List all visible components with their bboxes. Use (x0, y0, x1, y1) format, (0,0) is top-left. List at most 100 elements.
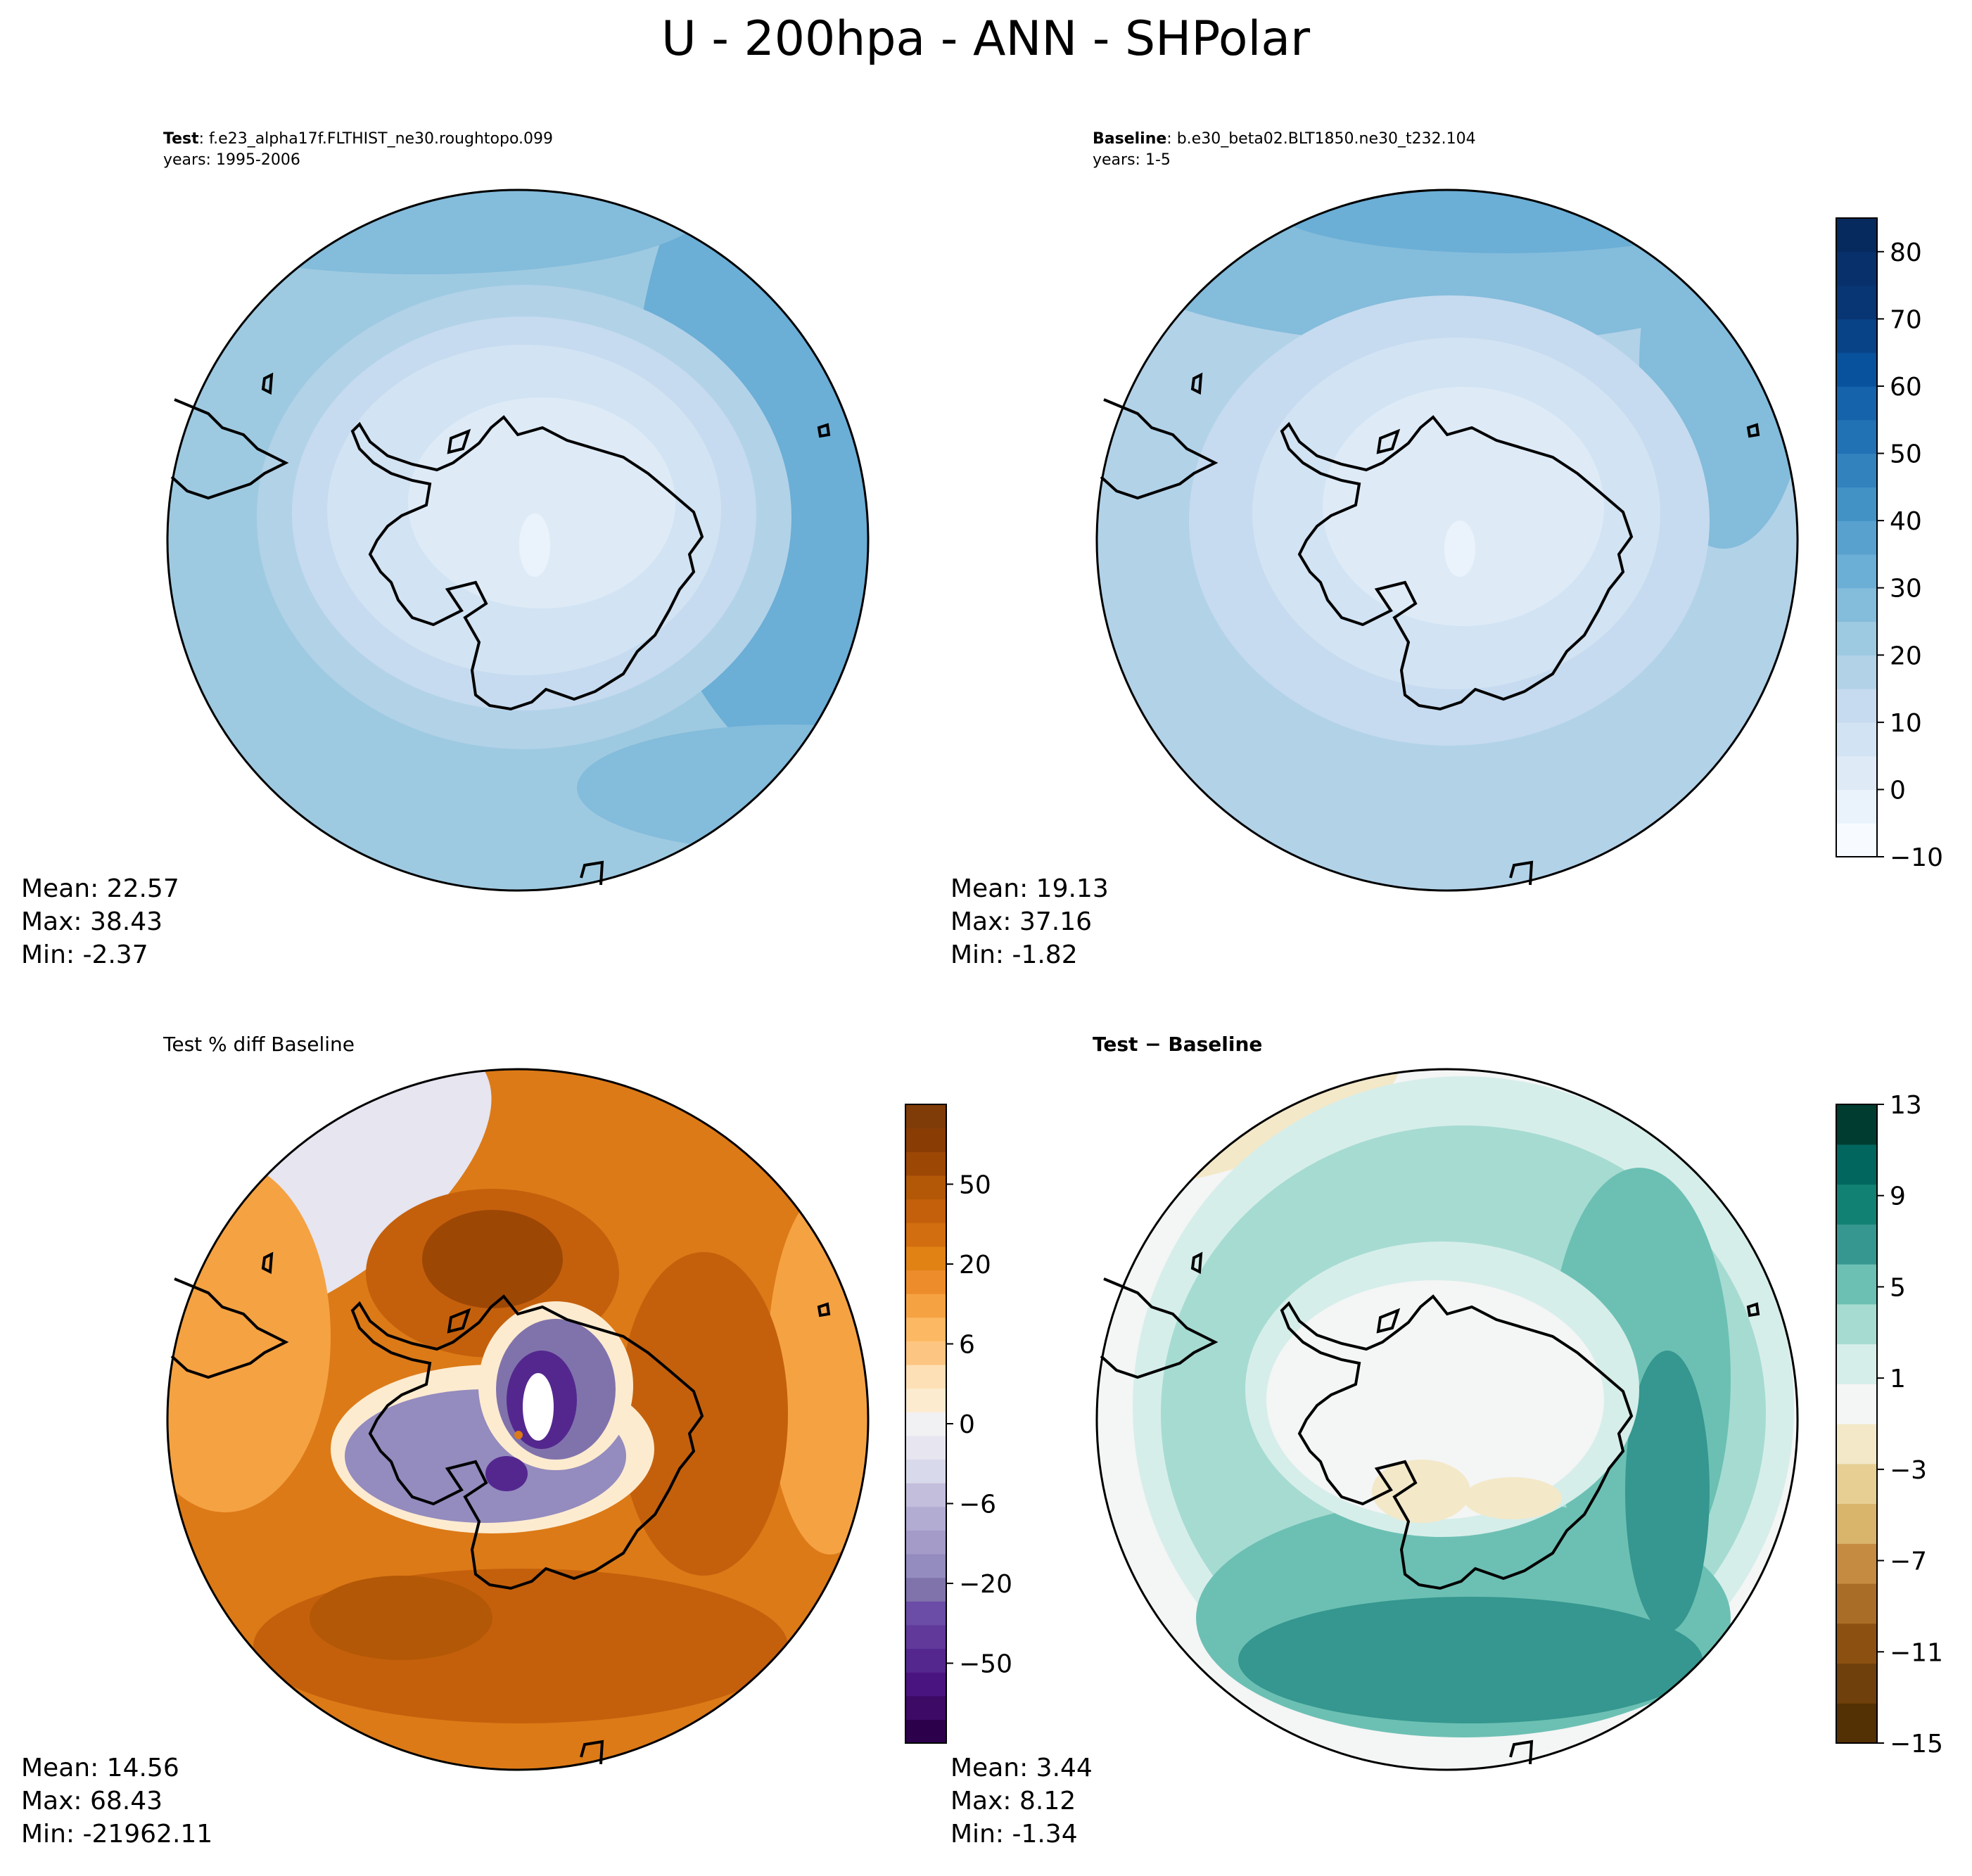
colorbar-pct-diff-tick-label: 20 (959, 1251, 991, 1280)
colorbar-pct-diff-tick-label: −50 (959, 1650, 1012, 1679)
panel-baseline-label-bold: Baseline (1093, 130, 1166, 148)
colorbar-pct-diff-level (905, 1246, 946, 1271)
colorbar-u-blocks (1836, 218, 1877, 857)
colorbar-u-level (1836, 251, 1877, 286)
colorbar-pct-diff-level (905, 1388, 946, 1412)
colorbar-abs-diff-level (1836, 1623, 1877, 1664)
colorbar-u-tick-label: 30 (1890, 575, 1922, 604)
panel-abs-diff-max: Max: 8.12 (950, 1787, 1076, 1816)
panel-baseline-min: Min: -1.82 (950, 940, 1078, 969)
colorbar-abs-diff-level (1836, 1264, 1877, 1305)
panel-abs-diff-title: Test − Baseline (1093, 1033, 1262, 1056)
panel-abs-diff-mean: Mean: 3.44 (950, 1754, 1093, 1782)
colorbar-u-level (1836, 385, 1877, 421)
colorbar-abs-diff-level (1836, 1703, 1877, 1744)
colorbar-u-tick-label: 70 (1890, 305, 1922, 334)
colorbar-u-tick-label: 0 (1890, 776, 1906, 805)
colorbar-abs-diff-level (1836, 1543, 1877, 1584)
colorbar-abs-diff-blocks (1836, 1104, 1877, 1744)
colorbar-abs-diff-tick-label: −3 (1890, 1456, 1927, 1485)
colorbar-abs-diff-frame (1836, 1104, 1878, 1744)
colorbar-abs-diff: −15 −11 −7 −3 1 5 9 13 (1836, 1091, 1943, 1759)
colorbar-u-level (1836, 655, 1877, 689)
panel-test-years: years: 1995-2006 (163, 151, 300, 169)
panel-baseline-mean: Mean: 19.13 (950, 874, 1109, 903)
panel-baseline-max: Max: 37.16 (950, 907, 1092, 936)
panel-test-label: Test: f.e23_alpha17f.FLTHIST_ne30.rought… (163, 130, 553, 148)
colorbar-u-level (1836, 319, 1877, 353)
colorbar-abs-diff-level (1836, 1224, 1877, 1265)
colorbar-abs-diff-tick-label: 5 (1890, 1273, 1906, 1302)
colorbar-pct-diff-level (905, 1270, 946, 1294)
colorbar-u-tick-label: 50 (1890, 440, 1922, 469)
colorbar-u-level (1836, 352, 1877, 387)
colorbar-u-level (1836, 621, 1877, 656)
panel-pct-diff-title: Test % diff Baseline (163, 1033, 355, 1056)
panel-baseline: Baseline: b.e30_beta02.BLT1850.ne30_t232… (950, 130, 1799, 969)
colorbar-abs-diff-tick-label: 9 (1890, 1182, 1906, 1211)
colorbar-pct-diff-level (905, 1577, 946, 1602)
colorbar-pct-diff-level (905, 1341, 946, 1365)
colorbar-u-level (1836, 587, 1877, 623)
colorbar-pct-diff-level (905, 1506, 946, 1531)
panel-test-min: Min: -2.37 (21, 940, 148, 969)
panel-abs-diff: Test − Baseline Mean: 3.44 Max: 8.12 Min… (950, 1033, 1799, 1849)
colorbar-pct-diff-level (905, 1199, 946, 1223)
colorbar-abs-diff-ticks: −15 −11 −7 −3 1 5 9 13 (1877, 1091, 1943, 1759)
colorbar-u-tick-label: 40 (1890, 507, 1922, 536)
colorbar-pct-diff-level (905, 1104, 946, 1129)
panel-pct-diff: Test % diff Baseline Mean: 14.56 M (21, 1033, 870, 1849)
colorbar-abs-diff-level (1836, 1424, 1877, 1465)
colorbar-u-tick-label: −10 (1890, 843, 1943, 872)
panel-baseline-map (1097, 190, 1798, 891)
colorbar-pct-diff-level (905, 1672, 946, 1697)
panel-pct-diff-max: Max: 68.43 (21, 1787, 163, 1816)
colorbar-pct-diff-level (905, 1175, 946, 1200)
colorbar-u-level (1836, 823, 1877, 857)
panel-pct-diff-min: Min: -21962.11 (21, 1820, 212, 1849)
colorbar-abs-diff-level (1836, 1663, 1877, 1704)
panel-abs-diff-boundary (1095, 1068, 1799, 1771)
panel-baseline-label: Baseline: b.e30_beta02.BLT1850.ne30_t232… (1093, 130, 1476, 148)
colorbar-pct-diff-level (905, 1483, 946, 1507)
panel-abs-diff-min: Min: -1.34 (950, 1820, 1078, 1849)
colorbar-abs-diff-tick-label: −15 (1890, 1730, 1943, 1759)
colorbar-pct-diff-tick-label: 6 (959, 1331, 975, 1360)
colorbar-u-level (1836, 419, 1877, 454)
colorbar-pct-diff-tick-label: 50 (959, 1171, 991, 1200)
panel-test-label-bold: Test (163, 130, 199, 148)
panel-test-label-rest: : f.e23_alpha17f.FLTHIST_ne30.roughtopo.… (199, 130, 553, 148)
colorbar-pct-diff-level (905, 1128, 946, 1152)
colorbar-abs-diff-tick-label: 13 (1890, 1091, 1922, 1120)
colorbar-u-ticks: −10 0 10 20 30 40 50 60 70 80 (1877, 238, 1943, 872)
colorbar-pct-diff-level (905, 1435, 946, 1460)
colorbar-u-level (1836, 487, 1877, 521)
panel-test-map (167, 190, 868, 891)
colorbar-pct-diff-level (905, 1553, 946, 1578)
colorbar-pct-diff: −50 −20 −6 0 6 20 50 (905, 1104, 1012, 1744)
colorbar-u-level (1836, 789, 1877, 824)
colorbar-u-level (1836, 554, 1877, 589)
colorbar-pct-diff-level (905, 1719, 946, 1744)
colorbar-pct-diff-ticks: −50 −20 −6 0 6 20 50 (946, 1171, 1012, 1679)
colorbar-abs-diff-level (1836, 1463, 1877, 1505)
colorbar-pct-diff-level (905, 1695, 946, 1720)
colorbar-abs-diff-tick-label: −11 (1890, 1638, 1943, 1667)
colorbar-pct-diff-level (905, 1317, 946, 1341)
colorbar-pct-diff-level (905, 1294, 946, 1318)
panel-test-max: Max: 38.43 (21, 907, 163, 936)
colorbar-u-level (1836, 755, 1877, 791)
panel-baseline-boundary (1095, 189, 1799, 892)
colorbar-u: −10 0 10 20 30 40 50 60 70 80 (1836, 217, 1943, 872)
colorbar-pct-diff-level (905, 1601, 946, 1626)
colorbar-u-level (1836, 722, 1877, 757)
colorbar-u-level (1836, 453, 1877, 487)
colorbar-u-tick-label: 80 (1890, 238, 1922, 267)
panel-abs-diff-map (1097, 1069, 1798, 1770)
colorbar-pct-diff-level (905, 1530, 946, 1555)
colorbar-pct-diff-level (905, 1624, 946, 1650)
colorbar-u-level (1836, 218, 1877, 253)
colorbar-pct-diff-level (905, 1364, 946, 1389)
colorbar-u-level (1836, 521, 1877, 555)
